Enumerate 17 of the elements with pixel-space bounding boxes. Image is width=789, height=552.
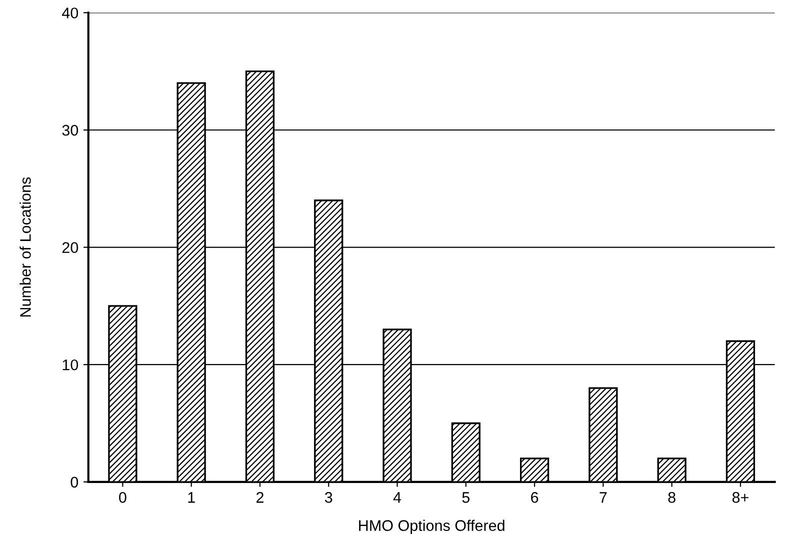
y-tick-label: 30 <box>62 124 78 136</box>
x-axis-title: HMO Options Offered <box>359 520 504 534</box>
x-tick-label: 5 <box>462 492 470 503</box>
y-tick-label: 0 <box>70 476 78 488</box>
x-tick-label: 8+ <box>732 492 748 503</box>
y-axis-title: Number of Locations <box>20 177 31 317</box>
x-tick-label: 8 <box>668 492 676 503</box>
x-tick-label: 7 <box>600 492 607 503</box>
x-tick-label: 6 <box>531 492 538 503</box>
y-tick-label: 10 <box>62 359 78 370</box>
x-tick-label: 4 <box>393 492 402 503</box>
x-tick-label: 1 <box>188 492 195 503</box>
x-tick-label: 3 <box>324 492 332 503</box>
y-tick-label: 20 <box>62 242 78 253</box>
x-tick-label: 2 <box>256 492 264 503</box>
x-tick-label: 0 <box>119 492 126 503</box>
y-tick-label: 40 <box>62 8 78 18</box>
